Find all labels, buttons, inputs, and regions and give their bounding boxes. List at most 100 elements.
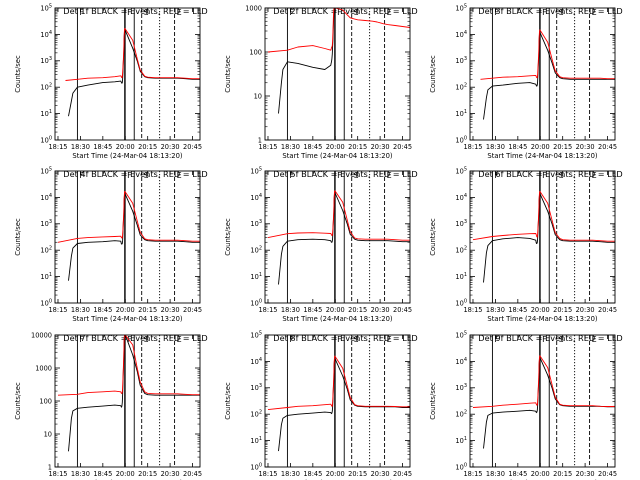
x-axis-label: Start Time (24-Mar-04 18:13:20) [282,315,392,323]
y-tick-exponent: 1 [259,436,262,442]
plot-frame [469,7,616,141]
x-tick-label: 20:45 [598,143,617,151]
series-line-lld [65,27,200,81]
panel-title: Det 2f BLACK = Events, RED = LLD [273,6,417,16]
y-tick-label: 100 [40,298,52,307]
x-tick-label: 18:15 [48,470,67,478]
x-tick-label: 20:15 [553,306,572,314]
y-tick-label: 101 [40,272,52,281]
x-ticks: 18:15 18:30 18:45 20:00 20:15 20:30 20:45 [463,171,617,314]
y-tick-exponent: 5 [464,330,467,336]
event-marker-label: F [79,335,84,344]
x-tick-label: 18:30 [71,470,90,478]
series-line-lld [472,190,615,242]
y-tick-base: 10 [40,84,48,92]
x-tick-label: 20:15 [348,306,367,314]
x-tick-label: 18:30 [281,470,300,478]
x-tick-label: 20:30 [371,306,390,314]
x-tick-label: 20:30 [371,470,390,478]
panel-title: Det 8f BLACK = Events, RED = LLD [273,333,417,343]
x-tick-label: 20:30 [576,306,595,314]
series-line-lld [267,8,410,53]
y-tick-exponent: 2 [259,246,262,252]
x-tick-label: 20:00 [116,143,135,151]
event-marker-label: E [592,171,597,180]
event-marker-label: S [354,8,359,17]
x-tick-label: 18:45 [93,306,112,314]
x-tick-label: 18:45 [303,306,322,314]
y-axis-label: Counts/sec [14,382,22,420]
x-tick-label: 18:45 [303,143,322,151]
y-tick-label: 101 [455,272,467,281]
y-tick-exponent: 2 [49,246,52,252]
y-tick-exponent: 1 [49,272,52,278]
plot-frame [54,170,201,304]
panel-title: Det 3f BLACK = Events, RED = LLD [478,6,622,16]
series-group [65,27,200,117]
y-tick-exponent: 2 [464,83,467,89]
y-tick-exponent: 3 [464,383,467,389]
y-tick-exponent: 0 [49,298,52,304]
y-tick-base: 10 [250,358,258,366]
y-tick-base: 10 [455,331,463,339]
y-tick-exponent: 1 [464,109,467,115]
y-tick-label: 102 [455,83,467,92]
x-tick-label: 20:30 [161,143,180,151]
y-tick-exponent: 4 [49,30,52,36]
y-tick-exponent: 0 [49,135,52,141]
series-line-lld [480,29,615,80]
y-tick-label: 10000 [31,331,52,339]
plot-frame [54,334,201,468]
y-tick-label: 100 [39,397,52,405]
y-tick-label: 103 [455,383,467,392]
plot-frame [469,334,616,468]
y-tick-exponent: 0 [259,462,262,468]
y-tick-label: 105 [40,166,52,175]
x-axis-label: Start Time (24-Mar-04 18:13:20) [282,152,392,160]
event-marker-label: F [127,171,132,180]
y-tick-label: 101 [455,436,467,445]
panel-2: Det 2f BLACK = Events, RED = LLD Start Ti… [224,4,418,160]
y-tick-exponent: 5 [49,3,52,9]
y-tick-exponent: 0 [464,462,467,468]
x-tick-label: 18:45 [508,143,527,151]
y-axis-label: Counts/sec [429,382,437,420]
y-tick-base: 10 [250,220,258,228]
y-tick-exponent: 3 [464,219,467,225]
event-marker-label: E [387,171,392,180]
event-marker-label: E [177,8,182,17]
y-tick-base: 10 [40,31,48,39]
event-marker-label: F [79,171,84,180]
x-tick-label: 18:30 [281,143,300,151]
y-tick-exponent: 5 [259,166,262,172]
x-tick-label: 20:00 [326,143,345,151]
y-tick-exponent: 2 [259,410,262,416]
y-tick-base: 10 [40,299,48,307]
y-tick-label: 102 [40,246,52,255]
x-tick-label: 18:30 [486,470,505,478]
y-tick-exponent: 3 [259,219,262,225]
y-tick-base: 10 [455,4,463,12]
y-axis-label: Counts/sec [14,55,22,93]
event-marker-label: F [127,335,132,344]
plot-frame [469,170,616,304]
x-tick-label: 20:00 [326,470,345,478]
y-tick-label: 100 [250,462,262,471]
y-tick-exponent: 3 [259,383,262,389]
event-marker-label: F [127,8,132,17]
x-tick-label: 18:30 [486,306,505,314]
y-tick-base: 10 [250,247,258,255]
series-group [472,355,615,449]
x-tick-label: 18:15 [463,470,482,478]
y-tick-label: 100 [40,135,52,144]
